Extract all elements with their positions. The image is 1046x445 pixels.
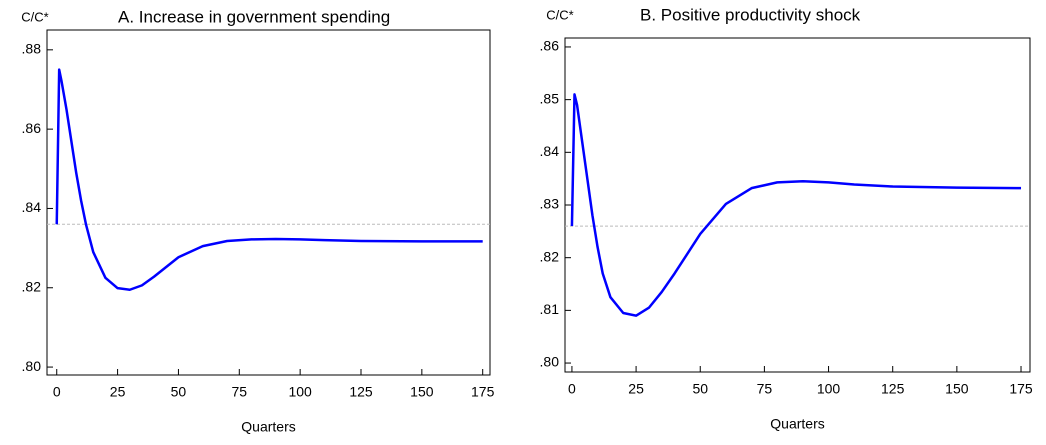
x-tick-label: 25 <box>110 384 126 400</box>
x-tick-label: 125 <box>881 381 905 397</box>
y-tick-label: .84 <box>540 143 560 159</box>
x-tick-label: 100 <box>288 384 312 400</box>
x-tick-label: 75 <box>757 381 773 397</box>
y-tick-label: .85 <box>540 90 560 106</box>
y-tick-label: .86 <box>22 120 42 136</box>
x-tick-label: 175 <box>1009 381 1033 397</box>
y-tick-label: .80 <box>540 354 560 370</box>
x-tick-label: 0 <box>53 384 61 400</box>
x-axis-label: Quarters <box>770 416 824 432</box>
x-tick-label: 100 <box>817 381 841 397</box>
x-tick-label: 25 <box>628 381 644 397</box>
plot-frame <box>46 29 491 376</box>
y-tick-label: .82 <box>22 278 42 294</box>
x-tick-label: 150 <box>410 384 434 400</box>
x-tick-label: 175 <box>471 384 495 400</box>
y-tick-label: .81 <box>540 301 560 317</box>
x-axis-label: Quarters <box>241 419 295 435</box>
data-line <box>570 93 1022 317</box>
y-tick-label: .83 <box>540 196 560 212</box>
y-tick-label: .86 <box>540 38 560 54</box>
y-tick-label: .88 <box>22 41 42 57</box>
data-line <box>55 68 483 291</box>
y-axis-label: C/C* <box>546 7 573 22</box>
x-tick-label: 50 <box>171 384 187 400</box>
plot-frame <box>564 37 1031 373</box>
x-tick-label: 150 <box>945 381 969 397</box>
x-tick-label: 125 <box>349 384 373 400</box>
chart-title: B. Positive productivity shock <box>640 5 861 24</box>
y-tick-label: .84 <box>22 199 42 215</box>
x-tick-label: 50 <box>692 381 708 397</box>
y-tick-label: .82 <box>540 248 560 264</box>
y-tick-label: .80 <box>22 358 42 374</box>
x-tick-label: 0 <box>568 381 576 397</box>
chart-title: A. Increase in government spending <box>118 7 390 26</box>
y-axis-label: C/C* <box>21 9 48 24</box>
x-tick-label: 75 <box>232 384 248 400</box>
